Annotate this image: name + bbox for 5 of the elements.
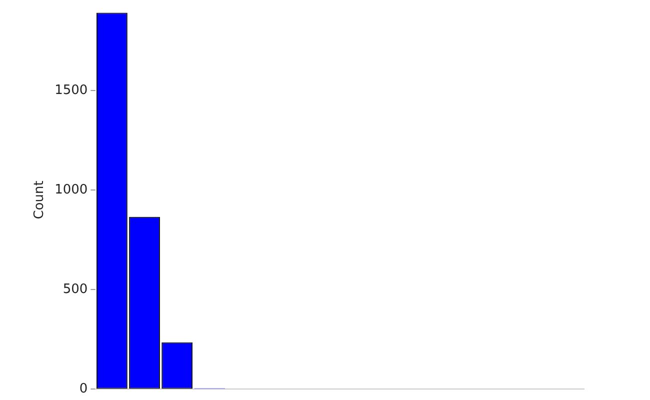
y-tick-label: 500 — [62, 282, 88, 297]
y-axis-title: Count — [32, 180, 48, 220]
y-tick-label: 0 — [79, 382, 88, 397]
y-tick-label: 1000 — [54, 182, 88, 198]
y-tick-label: 1500 — [54, 82, 88, 98]
